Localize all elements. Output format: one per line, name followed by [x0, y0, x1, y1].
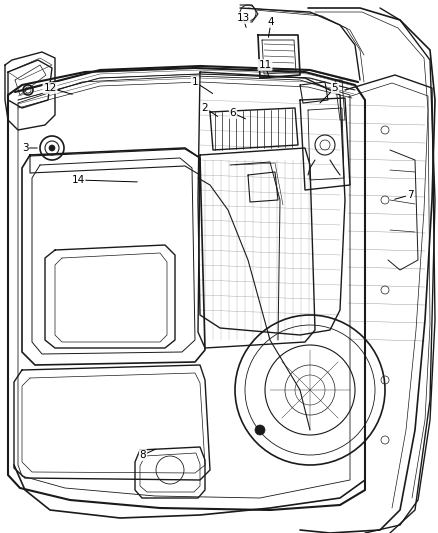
Circle shape	[255, 425, 265, 435]
Circle shape	[49, 145, 55, 151]
Text: 4: 4	[268, 17, 274, 27]
Text: 6: 6	[230, 108, 237, 118]
Text: 7: 7	[407, 190, 413, 200]
Text: 2: 2	[201, 103, 208, 113]
Text: 1: 1	[192, 77, 198, 87]
Text: 8: 8	[140, 450, 146, 460]
Text: 13: 13	[237, 13, 250, 23]
Text: 3: 3	[22, 143, 28, 153]
Text: 12: 12	[43, 83, 57, 93]
Text: 14: 14	[71, 175, 85, 185]
Text: 11: 11	[258, 60, 272, 70]
Text: 5: 5	[332, 83, 338, 93]
